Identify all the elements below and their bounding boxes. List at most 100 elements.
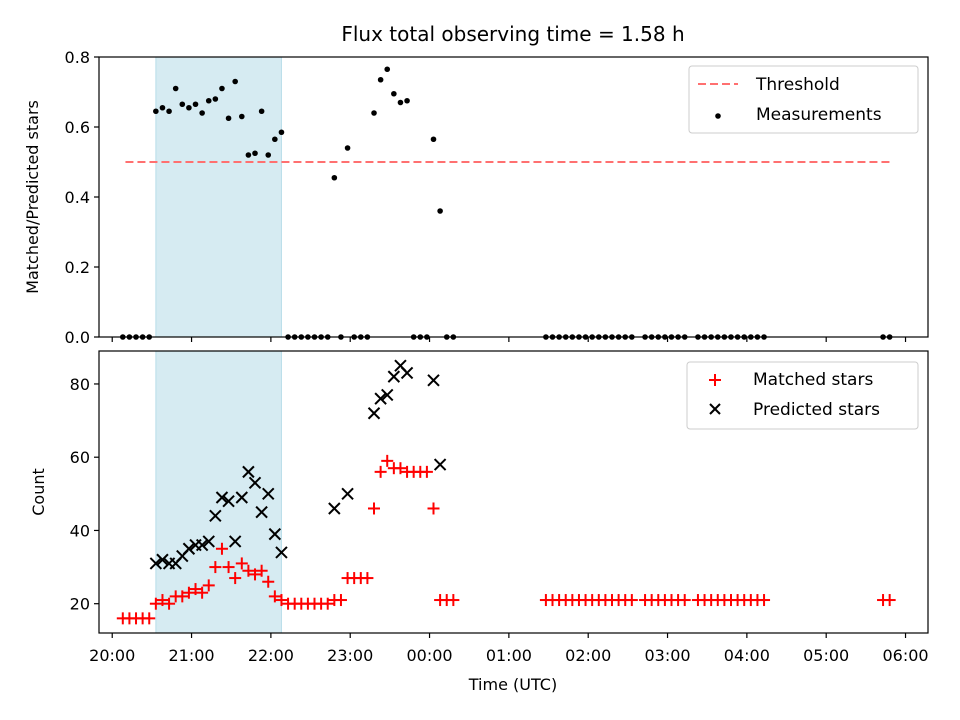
x-tick-label: 06:00 (882, 646, 928, 665)
matched-star-point (447, 594, 460, 607)
legend-matched-swatch (709, 374, 721, 386)
predicted-star-stroke (149, 557, 163, 570)
predicted-star-point (328, 502, 341, 515)
measurement-point (371, 110, 377, 116)
matched-star-point (215, 542, 228, 555)
predicted-star-point (268, 527, 282, 541)
measurement-point (437, 208, 443, 214)
legend-matched-label: Matched stars (753, 370, 873, 390)
predicted-star-stroke (209, 509, 222, 523)
predicted-star-point (235, 491, 249, 504)
matched-star-point (334, 594, 347, 607)
top-y-axis-label: Matched/Predicted stars (23, 100, 42, 294)
predicted-star-point (215, 491, 229, 504)
measurement-point (265, 152, 272, 158)
matched-star-point (242, 564, 255, 577)
matched-star-point (176, 590, 189, 603)
x-tick-label: 22:00 (248, 646, 294, 665)
predicted-star-point (374, 392, 387, 405)
predicted-star-stroke (255, 505, 268, 519)
predicted-stars-points (149, 359, 447, 570)
predicted-star-point (381, 388, 394, 402)
predicted-star-point (202, 535, 215, 548)
matched-star-point (182, 586, 195, 599)
bottom-shaded-span (155, 350, 282, 634)
predicted-star-stroke (341, 487, 354, 501)
top-shaded-span (155, 56, 282, 338)
measurement-point (153, 108, 159, 115)
measurement-point (272, 136, 278, 143)
top-x-ticks (111, 337, 907, 342)
top-legend: Threshold Measurements (688, 65, 919, 134)
predicted-star-point (228, 535, 242, 548)
bottom-y-tick-label: 40 (70, 521, 90, 540)
predicted-star-point (427, 374, 440, 387)
predicted-star-stroke (387, 370, 401, 383)
matched-star-point (381, 454, 394, 467)
bottom-y-ticks: 20 40 60 80 (70, 375, 99, 614)
legend-predicted-swatch (709, 403, 721, 415)
matched-star-point (255, 564, 268, 577)
predicted-star-point (367, 407, 381, 420)
predicted-star-point (341, 487, 354, 501)
predicted-star-point (222, 494, 235, 508)
predicted-star-point (275, 546, 288, 559)
bottom-x-ticks: 20:00 21:00 22:00 23:00 00:00 01:00 02:00 03:00… (89, 633, 929, 665)
measurement-point (205, 97, 212, 104)
measurement-point (219, 85, 225, 92)
predicted-star-stroke (156, 553, 169, 566)
top-panel: 0.00.20.40.60.8 Matched/Predicted stars … (23, 48, 929, 347)
top-plot-frame (98, 56, 929, 338)
predicted-star-point (195, 538, 209, 552)
x-tick-label: 03:00 (644, 646, 690, 665)
x-tick-label: 05:00 (803, 646, 849, 665)
predicted-star-point (149, 557, 163, 570)
predicted-star-stroke (242, 465, 255, 479)
predicted-star-point (156, 553, 169, 566)
matched-star-point (229, 572, 242, 585)
matched-star-point (321, 597, 334, 610)
matched-star-point (209, 561, 222, 574)
matched-star-point (427, 502, 440, 515)
measurement-point (245, 152, 252, 158)
measurement-point (252, 150, 258, 157)
predicted-star-stroke (235, 491, 249, 504)
bottom-y-tick-label: 20 (70, 595, 90, 614)
legend-threshold-label: Threshold (755, 75, 840, 95)
predicted-star-stroke (367, 407, 381, 420)
measurement-point (159, 104, 166, 111)
measurement-point (192, 101, 199, 108)
measurement-point (430, 136, 437, 143)
predicted-star-stroke (248, 476, 262, 490)
predicted-star-point (248, 476, 262, 490)
predicted-star-stroke (328, 502, 341, 515)
matched-star-point (758, 594, 771, 607)
matched-star-point (163, 597, 176, 610)
predicted-star-point (262, 487, 275, 501)
predicted-star-stroke (400, 366, 414, 380)
top-y-tick-label: 0.2 (65, 258, 90, 277)
predicted-star-point (255, 505, 268, 519)
matched-star-point (222, 561, 235, 574)
predicted-star-stroke (228, 535, 242, 548)
measurement-point (232, 78, 238, 85)
predicted-star-stroke (394, 359, 407, 372)
measurement-point (331, 174, 338, 181)
matched-star-point (262, 575, 275, 588)
x-tick-label: 01:00 (486, 646, 532, 665)
predicted-star-stroke (262, 487, 275, 501)
measurement-point (397, 99, 404, 106)
x-tick-label: 02:00 (565, 646, 611, 665)
measurement-point (391, 90, 397, 97)
x-tick-label: 00:00 (406, 646, 452, 665)
matched-star-point (149, 597, 162, 610)
top-y-tick-label: 0.8 (65, 48, 90, 67)
bottom-legend: Matched stars Predicted stars (686, 361, 919, 430)
x-tick-label: 23:00 (327, 646, 373, 665)
bottom-y-tick-label: 80 (70, 375, 90, 394)
x-axis-label: Time (UTC) (468, 675, 557, 694)
predicted-star-stroke (433, 458, 447, 471)
chart-title: Flux total observing time = 1.58 h (341, 22, 684, 46)
measurement-point (404, 97, 410, 104)
top-y-ticks: 0.0 0.2 0.4 0.6 0.8 (65, 48, 99, 347)
